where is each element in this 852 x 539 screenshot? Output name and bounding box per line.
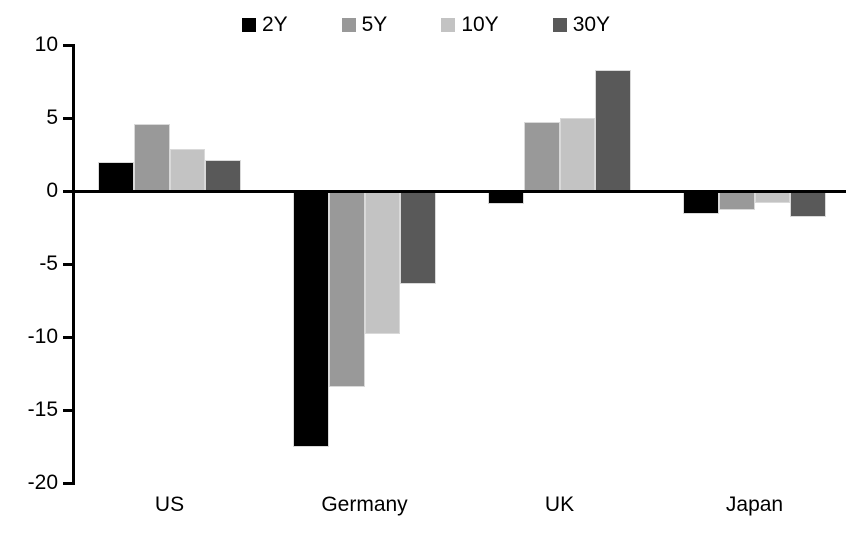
y-axis-tick-label: -20 [27, 471, 58, 494]
y-axis-tick-label: -5 [39, 252, 58, 275]
bar-uk-10y [559, 118, 596, 191]
legend-item-30y: 30Y [552, 12, 611, 38]
y-axis-line [72, 43, 75, 485]
legend-item-5y: 5Y [341, 12, 388, 38]
y-axis-tick-label: 10 [34, 33, 58, 56]
legend-label-10y: 10Y [461, 13, 499, 36]
bar-us-2y [98, 161, 134, 191]
bar-germany-5y [328, 191, 365, 387]
y-axis-tick-label: -10 [27, 325, 58, 348]
y-axis-tick [63, 189, 72, 193]
legend-label-30y: 30Y [572, 13, 611, 36]
legend-item-2y: 2Y [241, 12, 288, 38]
legend-swatch-2y [241, 18, 256, 32]
x-label-uk: UK [544, 493, 575, 516]
bar-germany-30y [400, 191, 436, 285]
bar-japan-5y [718, 191, 755, 210]
y-axis-tick [63, 262, 72, 266]
bar-germany-10y [364, 191, 401, 335]
y-axis-tick [63, 43, 72, 47]
bar-japan-10y [754, 191, 791, 203]
legend-label-5y: 5Y [361, 13, 388, 36]
bar-japan-30y [790, 191, 826, 218]
y-axis-tick [63, 481, 72, 485]
chart-legend: 2Y 5Y 10Y 30Y [0, 12, 852, 38]
y-axis-tick-label: 5 [46, 106, 58, 129]
y-axis-tick [63, 116, 72, 120]
bar-us-30y [205, 160, 241, 191]
legend-swatch-30y [552, 18, 567, 32]
legend-label-2y: 2Y [261, 13, 288, 36]
legend-item-10y: 10Y [441, 12, 499, 38]
bar-us-10y [169, 148, 206, 191]
y-axis-tick [63, 335, 72, 339]
bar-us-5y [133, 123, 170, 191]
y-axis-tick-label: -15 [27, 398, 58, 421]
x-label-us: US [154, 493, 185, 516]
x-label-japan: Japan [725, 493, 784, 516]
bar-uk-2y [488, 191, 524, 205]
legend-swatch-10y [441, 18, 456, 32]
legend-swatch-5y [341, 18, 356, 32]
bar-uk-30y [595, 69, 631, 191]
y-axis-tick [63, 408, 72, 412]
x-axis-zero-line [72, 189, 846, 193]
bar-germany-2y [293, 191, 329, 447]
bar-uk-5y [523, 122, 560, 191]
bar-japan-2y [683, 191, 719, 215]
y-axis-tick-label: 0 [46, 179, 58, 202]
x-label-germany: Germany [321, 493, 408, 516]
